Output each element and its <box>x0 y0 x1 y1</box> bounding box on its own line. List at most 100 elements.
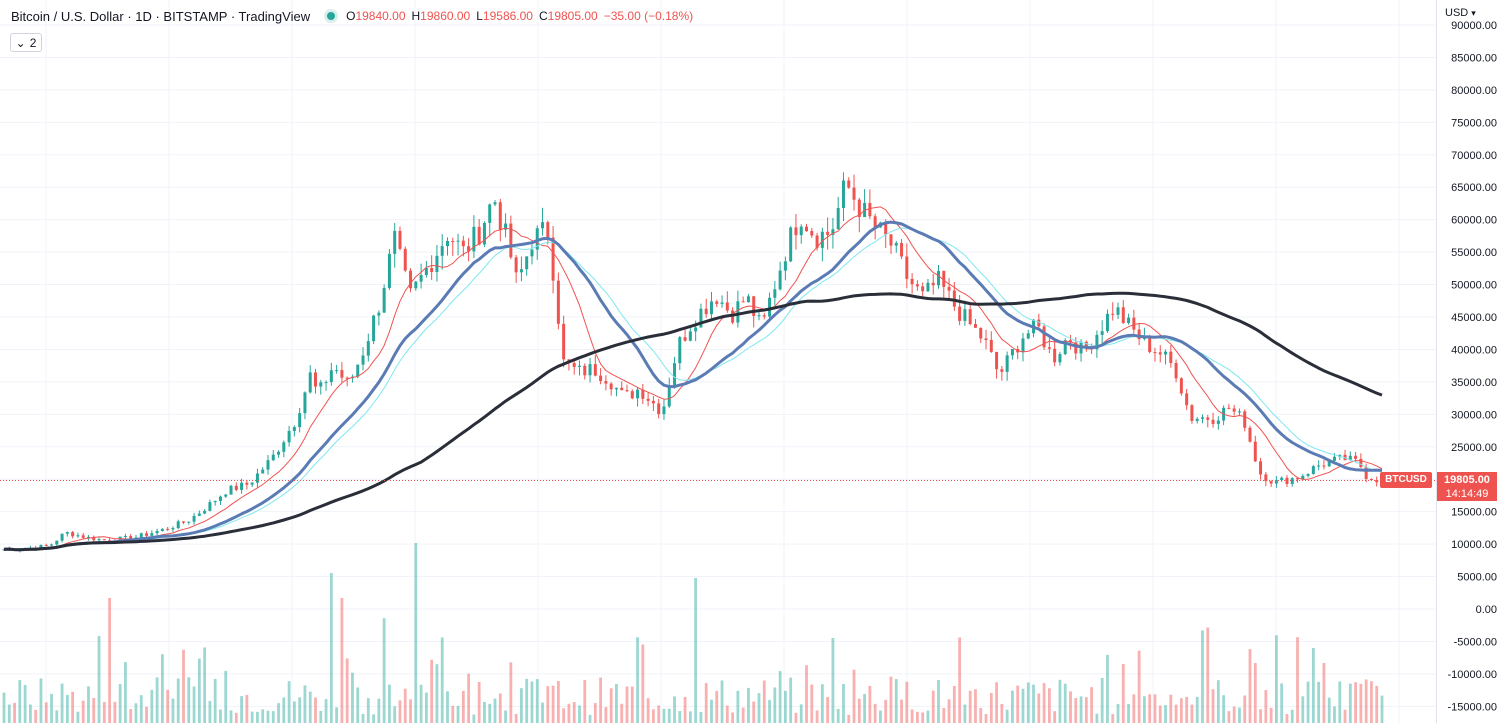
candle-body <box>1047 347 1051 349</box>
volume-bar <box>250 711 254 723</box>
candle-body <box>1053 348 1057 363</box>
volume-bar <box>1190 704 1194 723</box>
candle-body <box>356 364 360 377</box>
candle-body <box>1243 411 1247 428</box>
market-status-icon <box>324 9 339 23</box>
candle-body <box>187 521 191 523</box>
volume-bar <box>419 684 423 723</box>
volume-bar <box>530 681 534 723</box>
volume-bar <box>298 697 302 723</box>
candle-body <box>931 282 935 286</box>
candle-body <box>667 386 671 407</box>
volume-bar <box>873 703 877 723</box>
volume-bar <box>1259 709 1262 723</box>
volume-bar <box>308 691 312 723</box>
candle-body <box>641 389 645 399</box>
candle-body <box>218 496 222 501</box>
candle-body <box>224 494 228 497</box>
candle-body <box>1364 467 1368 479</box>
volume-bar <box>55 710 59 723</box>
candle-body <box>979 327 983 339</box>
collapse-indicators-button[interactable]: ⌄ 2 <box>10 33 42 52</box>
candle-body <box>900 242 904 257</box>
volume-bar <box>741 707 745 723</box>
currency-selector[interactable]: USD ▾ <box>1445 7 1476 19</box>
volume-bar <box>630 686 634 723</box>
candle-body <box>778 270 782 290</box>
volume-bar <box>1290 709 1294 723</box>
candle-body <box>1100 331 1104 335</box>
candle-body <box>298 413 302 428</box>
volume-bar <box>831 637 835 723</box>
candle-body <box>1074 342 1078 354</box>
volume-bar <box>81 700 85 723</box>
volume-bar <box>1047 688 1051 723</box>
candle-body <box>366 341 370 356</box>
volume-bar <box>958 637 962 723</box>
volume-bar <box>145 706 148 723</box>
volume-bar <box>118 684 122 723</box>
volume-bar <box>815 710 819 723</box>
volume-bar <box>620 703 624 723</box>
volume-bar <box>7 704 11 723</box>
candle-body <box>324 382 328 384</box>
volume-bar <box>467 673 471 723</box>
volume-bar <box>224 670 228 723</box>
candle-body <box>398 230 402 249</box>
volume-bar <box>699 712 703 723</box>
volume-bar <box>1333 706 1336 723</box>
candle-body <box>139 533 143 538</box>
volume-bar <box>799 704 803 723</box>
volume-bar <box>1222 695 1226 723</box>
candle-body <box>688 331 692 341</box>
volume-bar <box>351 672 354 723</box>
candle-body <box>1148 336 1152 353</box>
candle-body <box>1190 405 1194 421</box>
volume-bar <box>361 713 365 723</box>
symbol-price-tag: BTCUSD <box>1380 472 1432 489</box>
volume-bar <box>1084 697 1088 723</box>
volume-bar <box>884 699 888 723</box>
candle-body <box>1248 427 1252 442</box>
y-tick-label: -5000.00 <box>1454 636 1497 648</box>
volume-bar <box>736 690 740 723</box>
volume-bar <box>805 665 808 723</box>
volume-bar <box>1053 711 1057 723</box>
candle-body <box>1322 465 1326 467</box>
volume-bar <box>578 705 581 723</box>
candle-body <box>1311 466 1315 475</box>
volume-bar <box>678 711 682 723</box>
volume-bar <box>345 658 349 723</box>
volume-bar <box>921 712 925 723</box>
volume-bar <box>889 676 893 723</box>
volume-bar <box>863 693 866 723</box>
volume-bar <box>1359 683 1363 723</box>
volume-bar <box>39 678 43 723</box>
candle-body <box>97 539 101 541</box>
volume-bar <box>1375 685 1379 723</box>
volume-bar <box>1269 707 1273 723</box>
symbol-title[interactable]: Bitcoin / U.S. Dollar · 1D · BITSTAMP · … <box>11 8 311 24</box>
volume-bar <box>847 714 851 723</box>
volume-bar <box>520 688 523 723</box>
volume-bar <box>1227 711 1231 723</box>
candle-body <box>704 308 708 315</box>
last-price-value: 19805.00 <box>1444 474 1490 487</box>
volume-bar <box>129 709 133 723</box>
volume-bar <box>1169 694 1173 723</box>
candle-body <box>1301 475 1305 480</box>
candle-body <box>1200 417 1204 419</box>
volume-bar <box>1364 679 1368 723</box>
candle-body <box>699 308 703 328</box>
volume-bar <box>356 687 360 723</box>
volume-bar <box>752 701 756 723</box>
volume-bar <box>1243 695 1247 723</box>
volume-bar <box>472 714 476 723</box>
candle-body <box>81 535 85 538</box>
candle-body <box>857 199 861 218</box>
volume-bar <box>1322 663 1326 723</box>
volume-bar <box>942 707 946 723</box>
candle-body <box>92 536 96 541</box>
volume-bar <box>319 710 323 723</box>
